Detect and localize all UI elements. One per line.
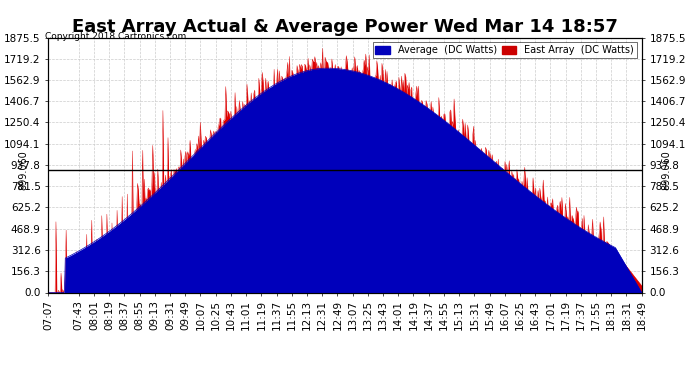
Title: East Array Actual & Average Power Wed Mar 14 18:57: East Array Actual & Average Power Wed Ma… [72,18,618,36]
Legend: Average  (DC Watts), East Array  (DC Watts): Average (DC Watts), East Array (DC Watts… [373,42,637,58]
Text: 899.060: 899.060 [19,150,28,190]
Text: 899.060: 899.060 [662,150,671,190]
Text: Copyright 2018 Cartronics.com: Copyright 2018 Cartronics.com [45,32,186,41]
